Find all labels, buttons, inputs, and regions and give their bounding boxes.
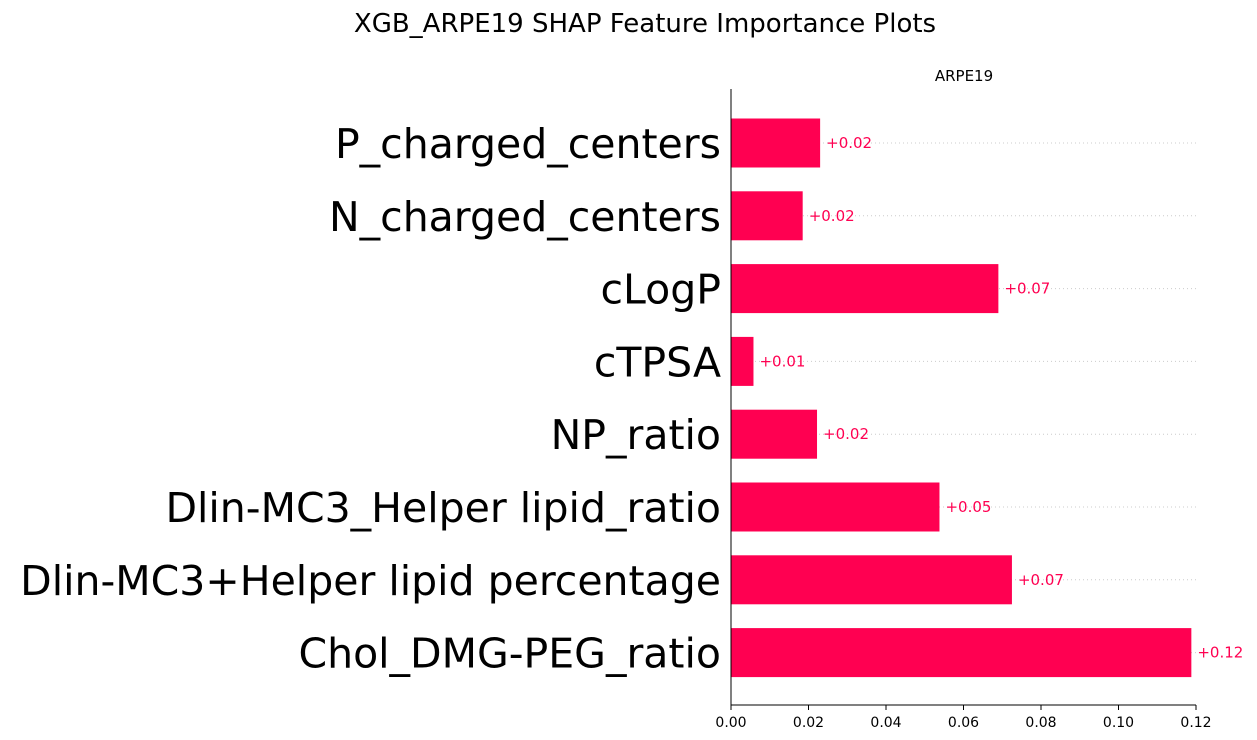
- x-tick-label: 0.08: [1025, 715, 1056, 731]
- value-label: +0.02: [826, 134, 872, 152]
- bar-0: [731, 118, 821, 168]
- category-label: Chol_DMG-PEG_ratio: [298, 630, 721, 678]
- value-label: +0.02: [809, 207, 855, 225]
- category-label: Dlin-MC3_Helper lipid_ratio: [165, 484, 721, 532]
- category-label: P_charged_centers: [335, 120, 721, 168]
- figure-title: XGB_ARPE19 SHAP Feature Importance Plots: [354, 9, 936, 39]
- bars: [731, 118, 1192, 678]
- bar-7: [731, 628, 1192, 678]
- x-tick-label: 0.04: [870, 715, 901, 731]
- axes: [730, 89, 1196, 706]
- x-ticks: 0.00 0.02 0.04 0.06 0.08 0.10 0.12: [715, 705, 1212, 731]
- category-label: NP_ratio: [551, 411, 721, 459]
- category-label: Dlin-MC3+Helper lipid percentage: [20, 557, 721, 605]
- category-label: cLogP: [601, 266, 722, 314]
- value-labels: +0.02 +0.02 +0.07 +0.01 +0.02 +0.05 +0.07 +0.12: [759, 134, 1243, 662]
- chart-title: ARPE19: [935, 67, 993, 85]
- x-tick-label: 0.12: [1180, 715, 1211, 731]
- value-label: +0.07: [1004, 280, 1050, 298]
- bar-1: [731, 191, 803, 241]
- x-tick-label: 0.02: [793, 715, 824, 731]
- value-label: +0.02: [823, 425, 869, 443]
- bar-3: [731, 336, 754, 386]
- category-label: cTPSA: [594, 338, 721, 386]
- value-label: +0.01: [759, 352, 805, 370]
- bar-6: [731, 555, 1012, 605]
- value-label: +0.07: [1018, 571, 1064, 589]
- value-label: +0.05: [945, 498, 991, 516]
- bar-5: [731, 482, 940, 532]
- x-tick-label: 0.10: [1103, 715, 1134, 731]
- bar-4: [731, 409, 818, 459]
- bar-2: [731, 264, 999, 314]
- value-label: +0.12: [1197, 644, 1243, 662]
- category-label: N_charged_centers: [329, 193, 721, 241]
- x-tick-label: 0.06: [948, 715, 979, 731]
- x-tick-label: 0.00: [715, 715, 746, 731]
- category-labels: P_charged_centers N_charged_centers cLogP c…: [20, 120, 721, 678]
